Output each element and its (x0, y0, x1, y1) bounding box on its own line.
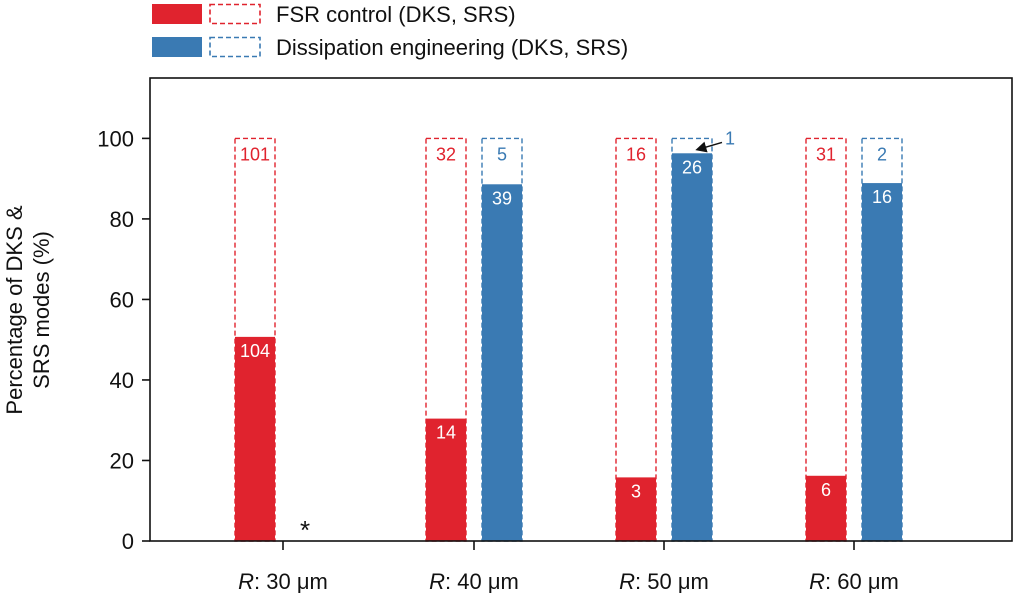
x-tick-label-variable: R (619, 569, 635, 594)
bar-label-srs: 101 (240, 144, 270, 164)
bar-label-dks: 6 (821, 480, 831, 500)
bar-label-dks: 14 (436, 423, 456, 443)
legend-label: Dissipation engineering (DKS, SRS) (276, 35, 628, 60)
bar-label-dks: 3 (631, 481, 641, 501)
bar-label-dks: 39 (492, 188, 512, 208)
axes: 0 20 40 60 80 100 Percentage of DKS &SRS modes… (2, 77, 1013, 594)
y-axis-label-line: SRS modes (%) (29, 231, 54, 389)
y-axis-label-line: Percentage of DKS & (2, 205, 27, 414)
x-tick-label-variable: R (809, 569, 825, 594)
legend-label: FSR control (DKS, SRS) (276, 2, 516, 27)
bar-dks (862, 183, 902, 541)
y-tick-label: 100 (97, 126, 134, 151)
x-tick-label: R: 50 μm (619, 569, 709, 594)
bar-outline-srs (425, 137, 467, 542)
x-tick-label: R: 60 μm (809, 569, 899, 594)
bar-outline-srs (805, 137, 847, 542)
x-tick-label: R: 30 μm (238, 569, 328, 594)
x-tick-label-value: : 40 μm (445, 569, 519, 594)
y-tick-label: 60 (110, 287, 134, 312)
plot-frame (149, 77, 1013, 542)
x-tick-label: R: 40 μm (429, 569, 519, 594)
bar-label-dks: 16 (872, 187, 892, 207)
missing-bar-marker: * (300, 515, 310, 545)
bar-dks (672, 153, 712, 541)
bar-dks (235, 336, 275, 541)
x-tick-label-value: : 60 μm (825, 569, 899, 594)
bar-label-dks: 26 (682, 157, 702, 177)
bar-label-srs: 1 (725, 128, 735, 148)
x-tick-label-variable: R (429, 569, 445, 594)
y-axis-label: Percentage of DKS &SRS modes (%) (2, 205, 54, 414)
legend-swatch-dashed (209, 3, 261, 25)
legend: FSR control (DKS, SRS) Dissipation engine… (152, 2, 628, 60)
bar-dks (616, 477, 656, 541)
y-tick-label: 40 (110, 368, 134, 393)
srs-arrow (695, 141, 723, 153)
bar-label-srs: 31 (816, 144, 836, 164)
bar-label-srs: 5 (497, 144, 507, 164)
legend-swatch-filled (152, 4, 202, 24)
bar-label-srs: 32 (436, 144, 456, 164)
bar-dks (482, 184, 522, 541)
x-tick-label-value: : 50 μm (635, 569, 709, 594)
bar-outline-srs (615, 137, 657, 542)
y-tick-label: 0 (122, 529, 134, 554)
legend-swatch-dashed (209, 36, 261, 58)
bar-dks (806, 475, 846, 541)
bar-label-srs: 16 (626, 144, 646, 164)
bar-dks (426, 418, 466, 541)
x-tick-label-value: : 30 μm (254, 569, 328, 594)
bar-label-srs: 2 (877, 144, 887, 164)
y-tick-label: 20 (110, 448, 134, 473)
legend-swatch-filled (152, 37, 202, 57)
plot-area: 104 101 14 32 3 16 6 31 39 5 26 1 16 2 * (234, 128, 903, 545)
x-tick-label-variable: R (238, 569, 254, 594)
y-tick-label: 80 (110, 207, 134, 232)
bar-label-dks: 104 (240, 341, 270, 361)
